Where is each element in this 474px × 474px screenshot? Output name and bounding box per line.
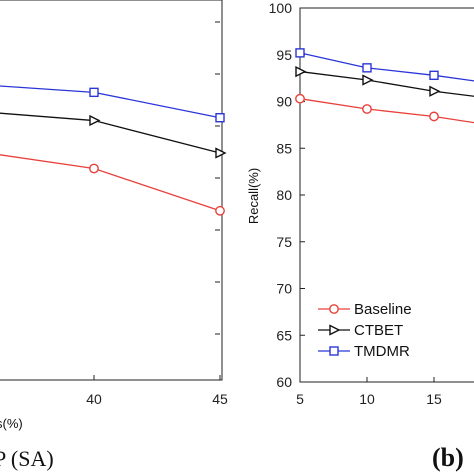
right-series-line-tmdmr: [299, 52, 474, 82]
right-y-tick-label: 100: [269, 0, 293, 16]
left-plot-frame: [0, 0, 223, 381]
right-series-line-ctbet: [299, 70, 474, 97]
left-data-point-ctbet: [215, 147, 227, 159]
right-y-tick-label: 65: [276, 327, 292, 343]
right-x-tick-label: 5: [296, 391, 304, 407]
right-y-tick-label: 70: [276, 281, 292, 297]
legend-box: [312, 296, 474, 368]
right-data-point-ctbet: [429, 85, 441, 97]
left-data-point-tmdmr: [215, 113, 225, 123]
legend-marker-ctbet: [329, 324, 341, 336]
right-y-tick-label: 95: [276, 47, 292, 63]
legend: Baseline CTBET TMDMR: [312, 296, 474, 368]
left-data-point-baseline: [215, 205, 225, 216]
legend-items: Baseline CTBET TMDMR: [318, 301, 412, 360]
right-series-line-baseline: [299, 98, 474, 124]
left-tick-marks: [93, 21, 221, 380]
legend-marker-tmdmr: [329, 346, 339, 356]
right-y-tick-label: 75: [276, 234, 292, 250]
right-x-tick-label: 15: [426, 391, 442, 407]
right-panel-caption: (b): [432, 443, 464, 472]
right-data-point-ctbet: [295, 65, 307, 78]
right-x-tick-label: 10: [359, 391, 375, 407]
legend-label-ctbet: CTBET: [354, 322, 403, 339]
left-x-tick-label: 40: [86, 391, 102, 407]
left-panel: 30354045 s(%) P (SA): [0, 0, 228, 471]
left-x-tick-label: 45: [212, 391, 228, 407]
right-y-tick-labels: 100 95 90 85 80 75 70 65 60: [269, 0, 293, 390]
legend-label-tmdmr: TMDMR: [354, 343, 410, 360]
right-data-point-ctbet: [362, 74, 374, 86]
left-x-tick-labels: 30354045: [86, 391, 228, 407]
right-data-point-baseline: [295, 93, 305, 104]
right-y-tick-label: 90: [276, 94, 292, 110]
legend-label-baseline: Baseline: [354, 301, 412, 318]
left-panel-caption: P (SA): [0, 446, 54, 471]
right-panel: 100 95 90 85 80 75 70 65 60 5 10 15 Recall(%) Base…: [246, 0, 474, 472]
right-y-axis-label: Recall(%): [246, 168, 261, 224]
right-data-point-baseline: [429, 111, 439, 122]
right-series-group: [295, 48, 474, 124]
right-y-tick-label: 80: [276, 187, 292, 203]
left-series-line-ctbet: [0, 112, 221, 154]
right-data-point-tmdmr: [362, 63, 372, 73]
right-x-tick-labels: 5 10 15: [296, 391, 442, 407]
left-data-point-ctbet: [89, 114, 101, 127]
right-y-tick-label: 85: [276, 140, 292, 156]
left-series-line-baseline: [0, 154, 221, 212]
right-data-point-baseline: [362, 104, 372, 114]
left-series-group: [0, 85, 227, 216]
right-data-point-tmdmr: [295, 48, 305, 58]
legend-marker-baseline: [329, 304, 339, 314]
right-data-point-tmdmr: [429, 70, 439, 81]
left-data-point-tmdmr: [89, 87, 99, 98]
left-series-line-tmdmr: [0, 85, 221, 119]
left-x-axis-label: s(%): [0, 416, 23, 431]
left-data-point-baseline: [89, 163, 99, 174]
right-y-tick-label: 60: [276, 374, 292, 390]
